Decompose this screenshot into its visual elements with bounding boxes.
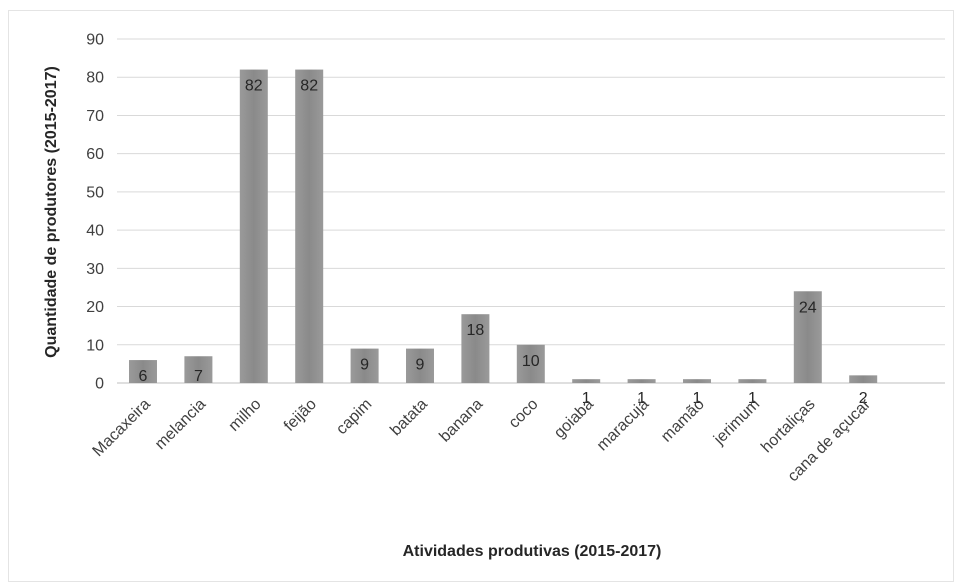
bar-3 (295, 69, 324, 384)
y-tick-label: 90 (86, 32, 104, 49)
bars (129, 69, 878, 384)
x-tick-label: banana (436, 396, 486, 446)
data-label: 1 (582, 390, 591, 407)
data-label: 1 (748, 390, 757, 407)
data-label: 82 (245, 78, 263, 95)
data-label: 10 (522, 353, 540, 370)
x-tick-label: jerimum (710, 396, 763, 449)
x-tick-label: coco (506, 396, 542, 432)
x-tick-label: Macaxeira (90, 396, 154, 460)
data-label: 7 (194, 368, 203, 385)
bar-12 (793, 291, 822, 383)
y-axis-title: Quantidade de produtores (2015-2017) (43, 66, 60, 358)
y-tick-label: 20 (86, 299, 104, 316)
data-label: 1 (637, 390, 646, 407)
x-axis-title: Atividades produtivas (2015-2017) (403, 543, 662, 560)
bar-6 (461, 314, 490, 383)
bar-9 (627, 379, 656, 383)
x-tick-label: feijão (281, 396, 320, 435)
bar-13 (849, 375, 878, 383)
data-labels: 6 7 82 82 9 9 18 10 1 1 1 1 24 2 (139, 78, 868, 407)
data-label: 9 (360, 357, 369, 374)
bar-8 (572, 379, 601, 383)
x-tick-label: capim (333, 396, 375, 438)
y-tick-label: 30 (86, 261, 104, 278)
y-tick-label: 70 (86, 108, 104, 125)
data-label: 1 (693, 390, 702, 407)
x-tick-label: milho (226, 396, 265, 435)
bar-11 (738, 379, 767, 383)
x-tick-label: melancia (152, 396, 209, 453)
y-tick-label: 60 (86, 146, 104, 163)
y-tick-label: 10 (86, 337, 104, 354)
data-label: 24 (799, 299, 817, 316)
bar-5 (406, 348, 434, 383)
y-axis-ticks: 0 10 20 30 40 50 60 70 80 90 (86, 32, 104, 393)
bar-2 (239, 69, 268, 384)
data-label: 82 (300, 78, 318, 95)
data-label: 9 (416, 357, 425, 374)
x-tick-label: goiaba (551, 396, 597, 442)
bar-4 (350, 348, 379, 383)
data-label: 18 (467, 322, 485, 339)
y-tick-label: 40 (86, 223, 104, 240)
data-label: 2 (859, 390, 868, 407)
x-tick-label: mamão (658, 396, 708, 446)
y-tick-label: 50 (86, 184, 104, 201)
bar-1 (184, 356, 213, 383)
x-tick-label: maracujá (594, 396, 653, 455)
bar-0 (129, 360, 157, 383)
x-tick-label: batata (387, 396, 431, 440)
bar-10 (683, 379, 711, 383)
bar-7 (516, 344, 545, 383)
y-tick-label: 0 (95, 376, 104, 393)
y-tick-label: 80 (86, 70, 104, 87)
data-label: 6 (139, 368, 148, 385)
